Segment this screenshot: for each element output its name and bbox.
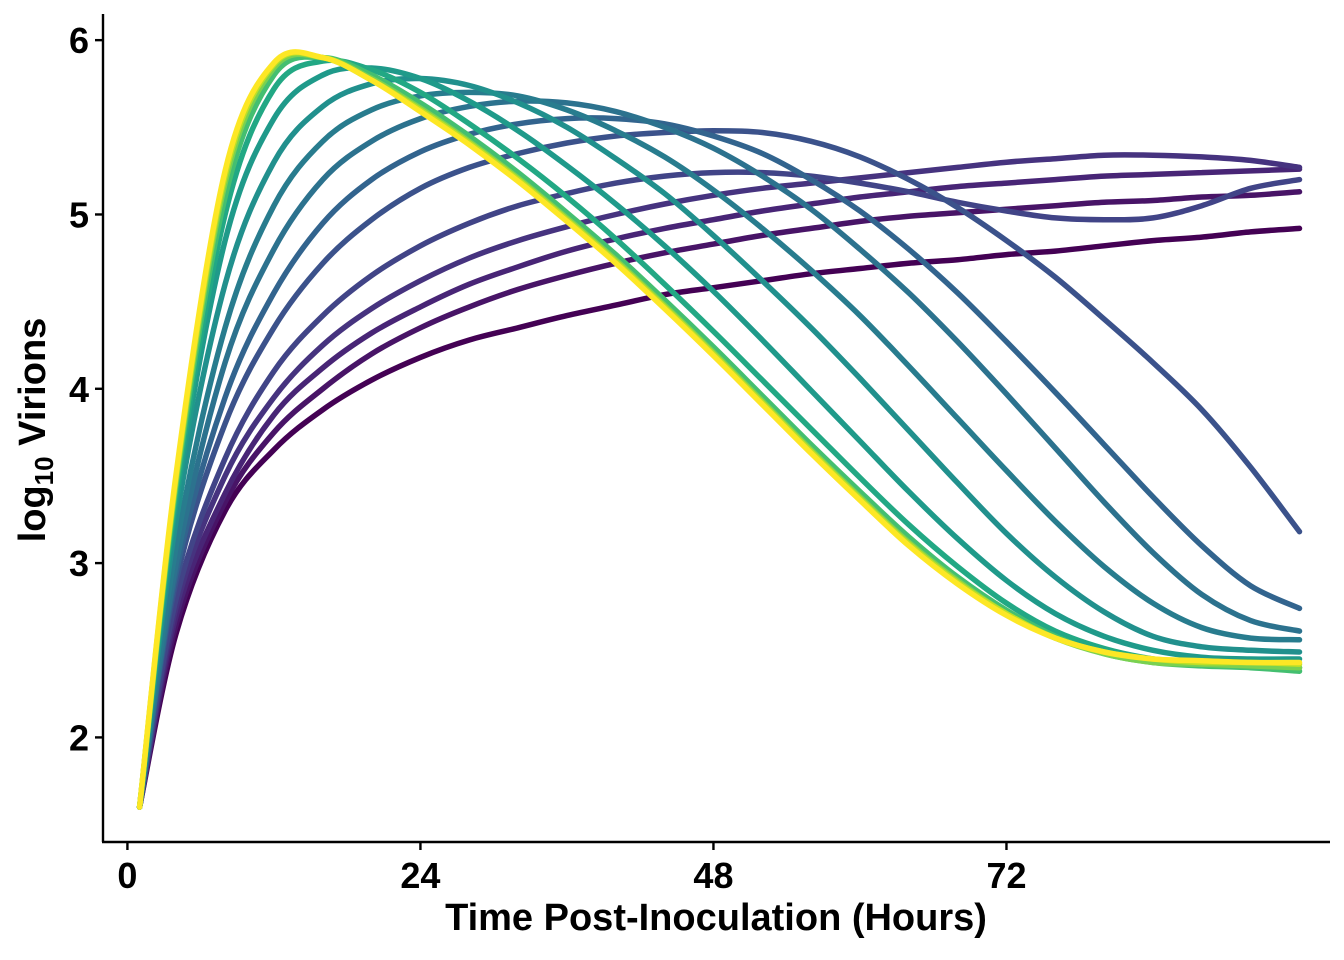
y-axis-title-main: log <box>12 485 54 542</box>
y-tick-label: 5 <box>69 194 89 235</box>
y-tick-label: 4 <box>69 369 89 410</box>
x-tick-label: 0 <box>117 855 137 896</box>
y-tick-label: 2 <box>69 717 89 758</box>
series-line-14 <box>136 51 1303 810</box>
y-ticks: 2 3 4 5 6 <box>69 20 103 758</box>
series-line-3 <box>136 166 1303 810</box>
series-line-15 <box>136 49 1303 810</box>
y-axis-title-subscript: 10 <box>29 456 59 485</box>
series-line-11 <box>136 64 1303 810</box>
series-line-16 <box>136 49 1303 810</box>
series-line-7 <box>136 115 1303 810</box>
series-line-13 <box>136 54 1303 810</box>
x-tick-label: 48 <box>693 855 733 896</box>
series-line-10 <box>136 75 1303 810</box>
series-line-1 <box>136 225 1303 810</box>
series-line-4 <box>136 152 1303 810</box>
series-line-5 <box>136 169 1303 810</box>
x-axis-title: Time Post-Inoculation (Hours) <box>445 897 987 939</box>
series-line-2 <box>136 189 1303 810</box>
y-axis-title: log10 Virions <box>12 318 59 543</box>
x-ticks: 0 24 48 72 <box>117 842 1026 896</box>
x-tick-label: 72 <box>986 855 1026 896</box>
series-line-8 <box>136 98 1303 810</box>
series-line-12 <box>136 57 1303 810</box>
y-tick-label: 6 <box>69 20 89 61</box>
y-axis-title-rest: Virions <box>12 318 54 457</box>
x-tick-label: 24 <box>400 855 440 896</box>
series-line-9 <box>136 89 1303 810</box>
y-tick-label: 3 <box>69 543 89 584</box>
series-layer <box>136 49 1303 810</box>
